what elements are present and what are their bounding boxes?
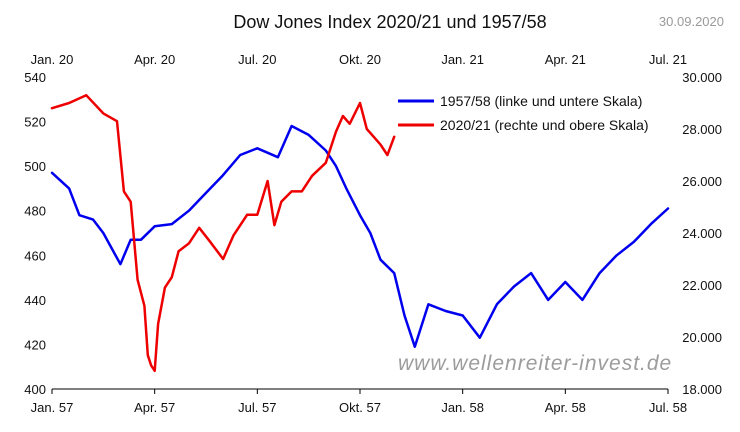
- x-top-tick-label: Jul. 21: [649, 52, 687, 67]
- x-bottom-tick-label: Jan. 57: [31, 400, 74, 415]
- axes-layer: Jan. 57 Apr. 57 Jul. 57 Okt. 57 Jan. 58 Apr. …: [24, 52, 722, 415]
- y-left-tick-label: 480: [24, 204, 46, 219]
- y-left-tick-label: 520: [24, 115, 46, 130]
- x-bottom-tick-label: Jul. 57: [238, 400, 276, 415]
- series-layer: [50, 93, 670, 373]
- x-bottom-tick-label: Apr. 57: [134, 400, 175, 415]
- x-top-tick-label: Jan. 20: [31, 52, 74, 67]
- x-top-tick-label: Jan. 21: [441, 52, 484, 67]
- x-top-tick-label: Okt. 20: [339, 52, 381, 67]
- x-bottom-tick-label: Jul. 58: [649, 400, 687, 415]
- chart-title: Dow Jones Index 2020/21 und 1957/58: [233, 12, 547, 32]
- series-line-2020-21: [50, 93, 396, 373]
- x-bottom-tick-label: Jan. 58: [441, 400, 484, 415]
- date-label: 30.09.2020: [658, 14, 724, 29]
- y-left-tick-label: 420: [24, 337, 46, 352]
- y-right-tick-label: 24.000: [682, 226, 722, 241]
- y-right-tick-label: 18.000: [682, 382, 722, 397]
- legend-label-2020: 2020/21 (rechte und obere Skala): [440, 117, 649, 133]
- x-top-tick-label: Apr. 20: [134, 52, 175, 67]
- x-top-tick-label: Apr. 21: [545, 52, 586, 67]
- y-right-tick-label: 22.000: [682, 278, 722, 293]
- watermark-text: www.wellenreiter-invest.de: [398, 352, 673, 375]
- legend-label-1957: 1957/58 (linke und untere Skala): [440, 93, 642, 109]
- y-right-tick-label: 30.000: [682, 70, 722, 85]
- y-right-tick-label: 20.000: [682, 330, 722, 345]
- x-bottom-tick-label: Apr. 58: [545, 400, 586, 415]
- y-left-tick-label: 400: [24, 382, 46, 397]
- x-bottom-tick-label: Okt. 57: [339, 400, 381, 415]
- series-line-1957-58: [50, 124, 670, 348]
- y-right-tick-label: 28.000: [682, 122, 722, 137]
- x-top-tick-label: Jul. 20: [238, 52, 276, 67]
- y-left-tick-label: 440: [24, 293, 46, 308]
- y-right-tick-label: 26.000: [682, 174, 722, 189]
- legend: 1957/58 (linke und untere Skala) 2020/21…: [398, 93, 649, 133]
- y-left-tick-label: 540: [24, 70, 46, 85]
- y-left-tick-label: 460: [24, 248, 46, 263]
- y-left-tick-label: 500: [24, 159, 46, 174]
